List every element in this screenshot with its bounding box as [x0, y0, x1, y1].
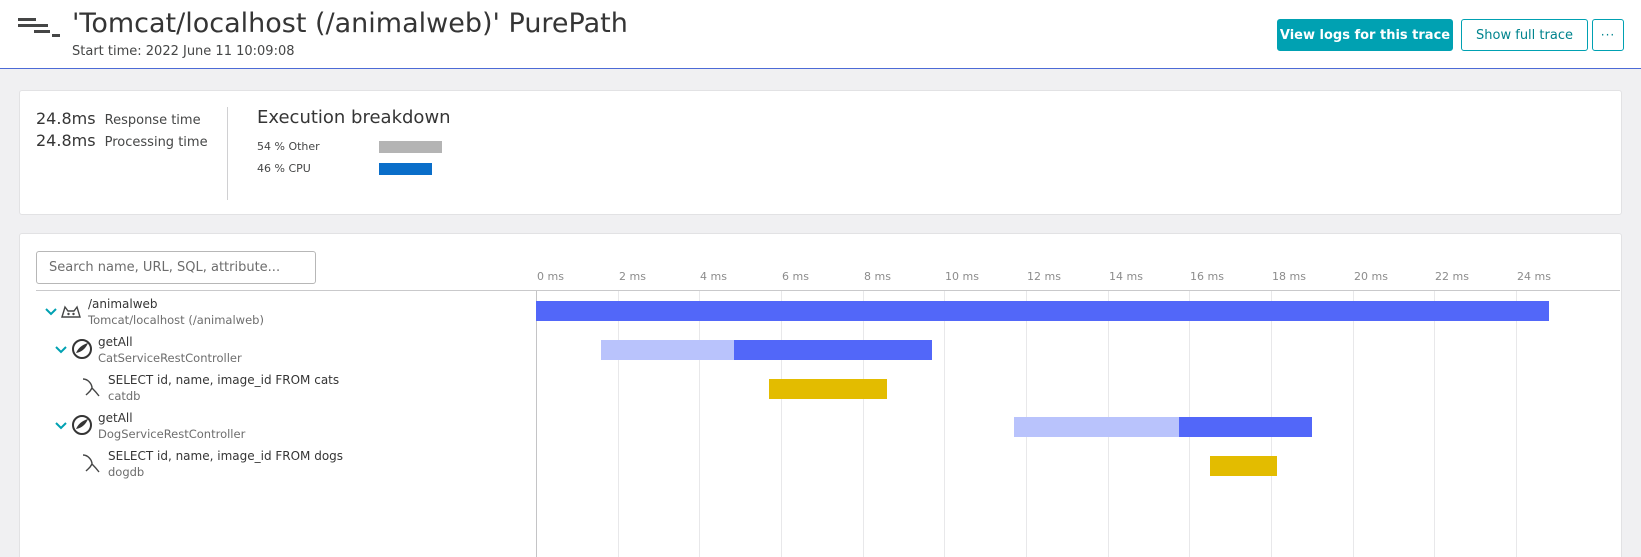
- timeline-bar-cpu[interactable]: [734, 340, 932, 360]
- timeline-bar-db[interactable]: [1210, 456, 1277, 476]
- processing-time-label: Processing time: [104, 135, 208, 150]
- response-time-label: Response time: [104, 113, 201, 128]
- execution-breakdown-title: Execution breakdown: [257, 107, 451, 128]
- axis-tick-label: 24 ms: [1517, 270, 1551, 283]
- chevron-down-icon[interactable]: [55, 345, 67, 355]
- axis-tick-label: 20 ms: [1354, 270, 1388, 283]
- view-logs-button[interactable]: View logs for this trace: [1277, 19, 1453, 51]
- timeline: 0 ms 2 ms 4 ms 6 ms 8 ms 10 ms 12 ms 14 ms 16 ms…: [536, 270, 1620, 557]
- node-name: SELECT id, name, image_id FROM dogs: [108, 449, 344, 463]
- breakdown-bar-cpu: [379, 163, 432, 175]
- response-time-value: 24.8ms: [36, 109, 96, 128]
- purepath-icon[interactable]: [18, 16, 64, 38]
- node-name: getAll: [98, 411, 133, 425]
- search-input[interactable]: [36, 251, 316, 284]
- timeline-bar-wait[interactable]: [601, 340, 734, 360]
- grid-line: [944, 291, 945, 557]
- grid-line: [618, 291, 619, 557]
- grid-line: [699, 291, 700, 557]
- breakdown-label-cpu: 46 % CPU: [257, 162, 311, 175]
- axis-tick-label: 12 ms: [1027, 270, 1061, 283]
- page-header: 'Tomcat/localhost (/animalweb)' PurePath…: [0, 0, 1641, 69]
- node-sub: CatServiceRestController: [98, 351, 242, 365]
- spring-icon: [72, 339, 92, 359]
- summary-divider: [227, 107, 228, 200]
- axis-tick-label: 6 ms: [782, 270, 809, 283]
- summary-card: 24.8ms Response time 24.8ms Processing t…: [19, 90, 1622, 215]
- grid-line: [536, 291, 537, 557]
- timeline-bar-cpu[interactable]: [536, 301, 1549, 321]
- timeline-bar-db[interactable]: [769, 379, 887, 399]
- page-title: 'Tomcat/localhost (/animalweb)' PurePath: [72, 8, 628, 39]
- grid-line: [1434, 291, 1435, 557]
- axis-tick-label: 4 ms: [700, 270, 727, 283]
- axis-tick-label: 14 ms: [1109, 270, 1143, 283]
- axis-tick-label: 16 ms: [1190, 270, 1224, 283]
- axis-tick-label: 2 ms: [619, 270, 646, 283]
- timeline-bar-wait[interactable]: [1014, 417, 1179, 437]
- grid-line: [781, 291, 782, 557]
- timeline-axis-line: [36, 290, 1620, 291]
- mysql-icon: [82, 378, 100, 397]
- trace-card: 0 ms 2 ms 4 ms 6 ms 8 ms 10 ms 12 ms 14 ms 16 ms…: [19, 233, 1622, 557]
- node-name: getAll: [98, 335, 133, 349]
- node-sub: dogdb: [108, 465, 145, 479]
- grid-line: [1516, 291, 1517, 557]
- show-full-trace-button[interactable]: Show full trace: [1461, 19, 1588, 51]
- grid-line: [863, 291, 864, 557]
- node-sub: catdb: [108, 389, 141, 403]
- timeline-bar-cpu[interactable]: [1179, 417, 1312, 437]
- breakdown-bar-other: [379, 141, 442, 153]
- mysql-icon: [82, 454, 100, 473]
- chevron-down-icon[interactable]: [55, 421, 67, 431]
- node-sub: Tomcat/localhost (/animalweb): [88, 313, 264, 327]
- axis-tick-label: 0 ms: [537, 270, 564, 283]
- axis-tick-label: 10 ms: [945, 270, 979, 283]
- processing-time-metric: 24.8ms Processing time: [36, 131, 208, 150]
- node-sub: DogServiceRestController: [98, 427, 246, 441]
- breakdown-label-other: 54 % Other: [257, 140, 320, 153]
- axis-tick-label: 8 ms: [864, 270, 891, 283]
- more-actions-button[interactable]: ···: [1592, 19, 1624, 51]
- node-name: /animalweb: [88, 297, 158, 311]
- response-time-metric: 24.8ms Response time: [36, 109, 201, 128]
- start-time: Start time: 2022 June 11 10:09:08: [72, 44, 295, 59]
- spring-icon: [72, 415, 92, 435]
- chevron-down-icon[interactable]: [45, 307, 57, 317]
- grid-line: [1353, 291, 1354, 557]
- tomcat-icon: [61, 305, 81, 318]
- node-name: SELECT id, name, image_id FROM cats: [108, 373, 340, 387]
- processing-time-value: 24.8ms: [36, 131, 96, 150]
- axis-tick-label: 18 ms: [1272, 270, 1306, 283]
- axis-tick-label: 22 ms: [1435, 270, 1469, 283]
